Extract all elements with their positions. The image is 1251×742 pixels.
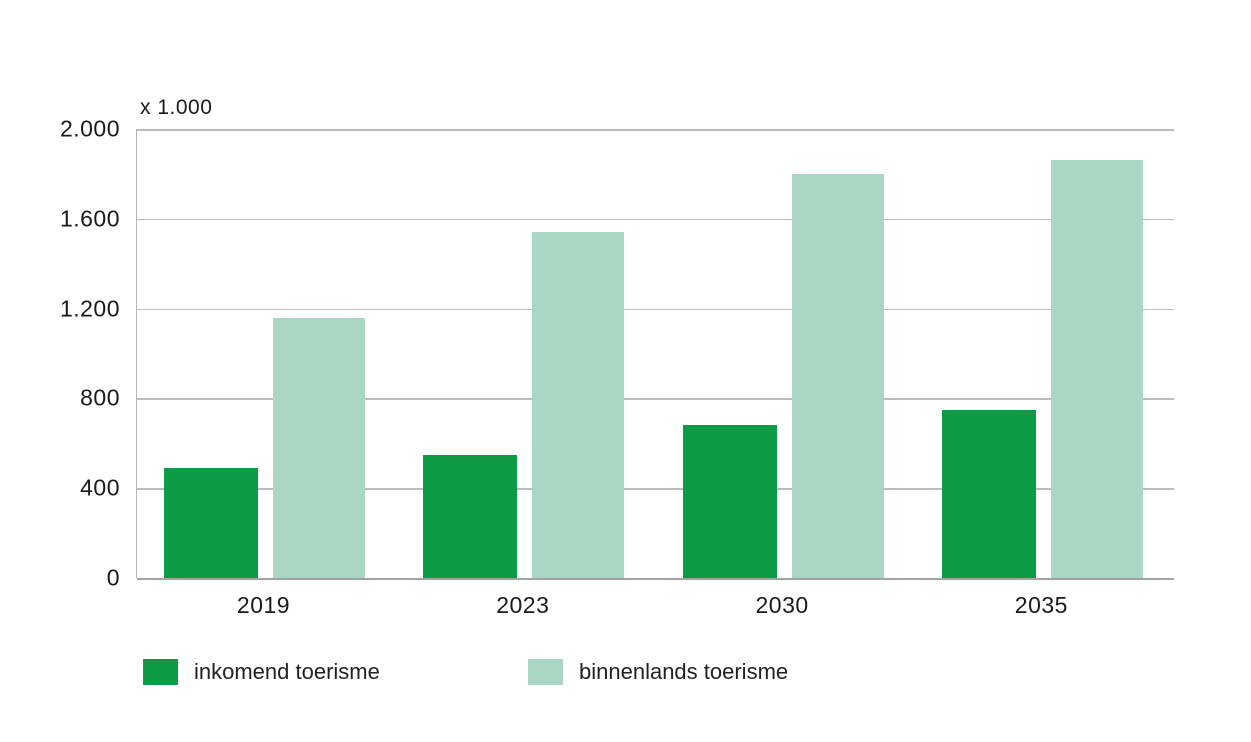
bar-inkomend-toerisme-2019 [164,468,258,578]
legend-swatch-binnenlands-toerisme [528,659,563,685]
gridline [137,398,1174,400]
y-axis-tick-label: 400 [80,474,120,501]
gridline [137,218,1174,221]
y-axis-tick-label: 1.600 [59,205,120,232]
legend: inkomend toerisme binnenlands toerisme [0,658,1251,690]
legend-swatch-inkomend-toerisme [143,659,178,685]
bar-binnenlands-toerisme-2019 [273,318,365,578]
legend-item-inkomend-toerisme: inkomend toerisme [143,658,380,686]
gridline [137,129,1174,131]
legend-item-binnenlands-toerisme: binnenlands toerisme [528,658,788,686]
gridline [137,488,1174,490]
x-axis-line [137,578,1174,580]
x-axis-label-2030: 2030 [755,592,809,618]
bar-binnenlands-toerisme-2030 [791,174,884,578]
y-axis-tick-label: 1.200 [59,295,120,322]
bar-binnenlands-toerisme-2023 [532,232,625,578]
y-axis-tick-label: 0 [106,564,120,591]
bar-binnenlands-toerisme-2035 [1050,160,1143,578]
x-axis-label-2035: 2035 [1014,592,1068,618]
x-axis-label-2023: 2023 [496,592,550,618]
y-axis-tick-label: 800 [80,384,120,411]
legend-label-inkomend-toerisme: inkomend toerisme [194,659,380,684]
y-axis-unit-label: x 1.000 [140,96,213,119]
plot-area [136,129,1174,580]
bar-inkomend-toerisme-2030 [682,425,777,578]
legend-label-binnenlands-toerisme: binnenlands toerisme [579,659,789,684]
x-axis-label-2019: 2019 [236,592,291,618]
y-axis-tick-label: 2.000 [59,115,120,142]
bar-inkomend-toerisme-2023 [423,455,518,578]
bar-inkomend-toerisme-2035 [941,410,1036,578]
gridline [137,308,1174,311]
